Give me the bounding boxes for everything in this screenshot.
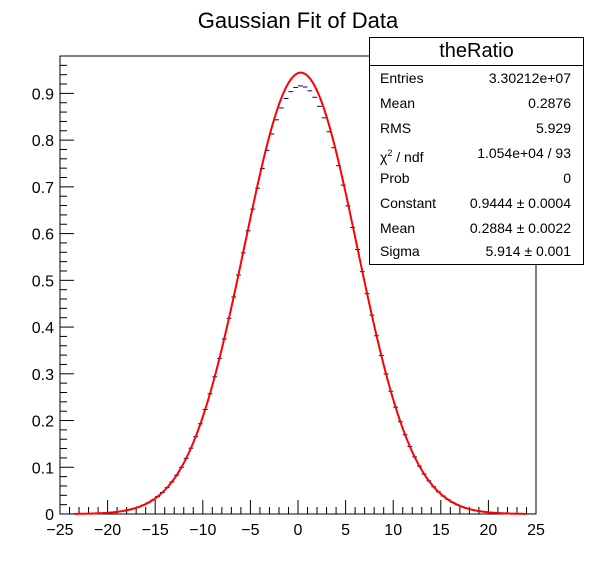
x-tick-label: −5	[241, 522, 259, 539]
x-tick-label: −10	[189, 522, 216, 539]
x-tick-label: 10	[384, 522, 402, 539]
chi-superscript: 2	[387, 148, 393, 158]
stats-key: Prob	[380, 170, 410, 186]
y-tick-labels: 0 0.1 0.2 0.3 0.4 0.5 0.6 0.7 0.8 0.9	[32, 86, 54, 524]
stats-value: 0.2884 ± 0.0022	[469, 220, 571, 236]
stats-row-constant: Constant 0.9444 ± 0.0004	[370, 191, 583, 216]
stats-row-sigma: Sigma 5.914 ± 0.001	[370, 239, 583, 264]
x-tick-label: 15	[432, 522, 450, 539]
x-tick-label: −15	[142, 522, 169, 539]
y-tick-label: 0.4	[32, 320, 54, 337]
stats-title: theRatio	[370, 38, 583, 66]
stats-value: 5.929	[535, 120, 571, 136]
stats-value: 0.2876	[528, 95, 571, 111]
y-tick-label: 0.9	[32, 86, 54, 103]
stats-row-fit-mean: Mean 0.2884 ± 0.0022	[370, 216, 583, 241]
y-tick-label: 0.3	[32, 367, 54, 384]
y-tick-label: 0.2	[32, 414, 54, 431]
x-tick-label: 0	[294, 522, 303, 539]
stats-value: 0.9444 ± 0.0004	[469, 195, 571, 211]
y-tick-label: 0.5	[32, 273, 54, 290]
y-tick-label: 0.1	[32, 460, 54, 477]
stats-box: theRatio Entries 3.30212e+07 Mean 0.2876…	[369, 37, 584, 265]
x-tick-label: 5	[341, 522, 350, 539]
x-tick-label: −20	[94, 522, 121, 539]
fit-curve	[74, 71, 527, 515]
stats-row-prob: Prob 0	[370, 166, 583, 191]
stats-row-rms: RMS 5.929	[370, 116, 583, 141]
stats-key: Mean	[380, 220, 416, 236]
chart-title: Gaussian Fit of Data	[198, 8, 399, 33]
chi-symbol: χ	[380, 149, 388, 165]
stats-value: 1.054e+04 / 93	[477, 145, 571, 161]
x-tick-labels: −25 −20 −15 −10 −5 0 5 10 15 20 25	[46, 522, 545, 539]
stats-key-chi2: χ2 / ndf	[380, 141, 424, 170]
stats-row-entries: Entries 3.30212e+07	[370, 66, 583, 91]
stats-key: RMS	[380, 120, 412, 136]
x-tick-label: 20	[480, 522, 498, 539]
y-tick-label: 0.6	[32, 227, 54, 244]
stats-value: 0	[563, 170, 571, 186]
ndf-label: / ndf	[392, 149, 424, 165]
stats-key: Constant	[380, 195, 437, 211]
stats-row-mean: Mean 0.2876	[370, 91, 583, 116]
stats-key: Sigma	[380, 243, 420, 259]
stats-row-chi2: χ2 / ndf 1.054e+04 / 93	[370, 141, 583, 166]
y-tick-label: 0	[45, 507, 54, 524]
x-tick-label: 25	[527, 522, 545, 539]
x-tick-label: −25	[46, 522, 73, 539]
stats-key: Mean	[380, 95, 416, 111]
axis-ticks	[59, 55, 537, 515]
stats-key: Entries	[380, 70, 424, 86]
stats-value: 5.914 ± 0.001	[485, 243, 571, 259]
stats-value: 3.30212e+07	[488, 70, 571, 86]
y-tick-label: 0.7	[32, 180, 54, 197]
y-tick-label: 0.8	[32, 133, 54, 150]
